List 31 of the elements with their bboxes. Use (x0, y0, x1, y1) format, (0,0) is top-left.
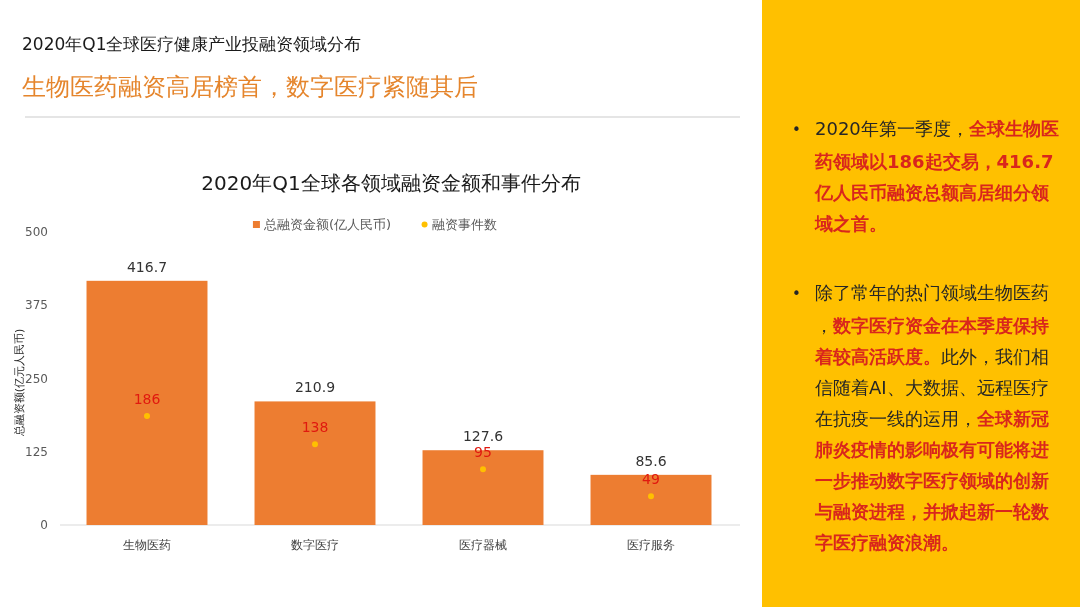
x-tick-label: 生物医药 (123, 538, 171, 552)
y-tick-label: 0 (40, 518, 48, 532)
x-tick-label: 医疗器械 (459, 538, 507, 552)
point (312, 441, 318, 448)
bar (86, 280, 208, 525)
data-label: 138 (301, 419, 329, 436)
data-label: 49 (642, 471, 660, 488)
data-label: 186 (133, 391, 161, 407)
bar (254, 401, 376, 525)
text: • 除了常年的热门领域生物医药，数字医疗资金在本季度保持着较高活跃度。此外，我们相信随着AI、大数据、远程医疗在抗疫一线的运用，全球新冠肺炎疫情的影响极有可能将进一步推动数字医疗领域的创新与融资进程，并掀起新一轮数字医疗融资浪潮。 (792, 282, 1049, 553)
data-label: 85.6 (635, 452, 667, 469)
data-label: 210.9 (294, 379, 336, 396)
text: • 2020年第一季度，全球生物医药领域以186起交易，416.7亿人民币融资总额高居细分领域之首。 (792, 117, 1060, 236)
x-tick-label: 数字医疗 (291, 538, 339, 552)
y-axis-title: 总融资额(亿元人民币) (13, 328, 26, 438)
y-tick-label: 375 (25, 298, 48, 313)
point (144, 413, 150, 419)
x-tick-label: 医疗服务 (627, 538, 675, 552)
data-label: 416.7 (126, 258, 168, 275)
bar (590, 474, 712, 525)
chart-subtitle: 生物医药融资高居榜首，数字医疗紧随其后 (22, 73, 478, 101)
legend-label: 融资事件数 (432, 217, 498, 232)
legend-label: 总融资金额(亿人民币) (262, 217, 392, 232)
chart-title: 2020年Q1全球医疗健康产业投融资领域分布 (22, 34, 362, 54)
point (648, 493, 654, 500)
y-tick-label: 500 (25, 225, 48, 239)
data-label: 127.6 (462, 428, 504, 445)
y-tick-label: 125 (25, 444, 48, 459)
y-tick-label: 250 (25, 371, 48, 386)
point (480, 466, 486, 473)
text: 2020年Q1全球各领域融资金额和事件分布 (201, 171, 581, 195)
